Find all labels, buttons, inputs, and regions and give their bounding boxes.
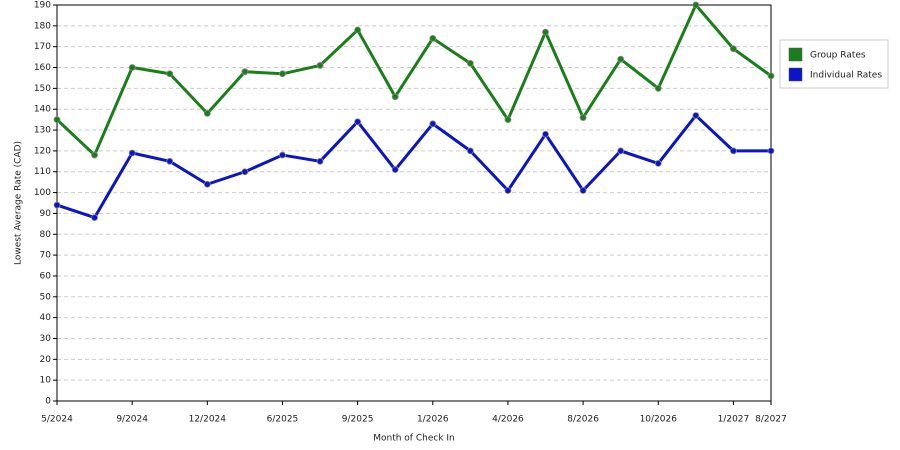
series-line bbox=[55, 3, 772, 157]
x-tick-label: 6/2025 bbox=[267, 415, 299, 425]
y-tick-label: 0 bbox=[45, 397, 51, 407]
data-point bbox=[391, 93, 399, 101]
y-tick-label: 20 bbox=[40, 355, 52, 365]
y-tick-label: 150 bbox=[34, 84, 51, 94]
y-tick-label: 40 bbox=[40, 313, 52, 323]
data-point bbox=[730, 147, 737, 155]
data-point bbox=[203, 109, 211, 117]
y-tick-label: 190 bbox=[34, 1, 51, 11]
y-tick-label: 130 bbox=[34, 126, 51, 136]
y-tick-label: 50 bbox=[40, 292, 52, 302]
x-tick-label: 5/2024 bbox=[41, 415, 73, 425]
series-line bbox=[56, 113, 771, 220]
y-tick-label: 30 bbox=[40, 334, 52, 344]
y-tick-label: 110 bbox=[34, 167, 51, 177]
plot-frame bbox=[56, 4, 772, 402]
data-point bbox=[466, 59, 474, 67]
data-point bbox=[354, 118, 362, 126]
y-tick-label: 170 bbox=[34, 42, 51, 52]
data-point bbox=[128, 149, 136, 157]
y-tick-label: 140 bbox=[34, 105, 51, 115]
data-point bbox=[354, 26, 362, 34]
x-axis-title: Month of Check In bbox=[373, 434, 455, 444]
x-tick-label: 8/2026 bbox=[567, 415, 599, 425]
y-tick-label: 60 bbox=[40, 271, 52, 281]
data-point bbox=[466, 147, 474, 155]
data-point bbox=[429, 34, 437, 42]
data-point bbox=[53, 201, 61, 209]
data-point bbox=[53, 116, 61, 124]
data-point bbox=[203, 180, 211, 188]
data-point bbox=[91, 214, 98, 221]
data-point bbox=[767, 72, 775, 80]
y-tick-label: 100 bbox=[34, 188, 51, 198]
data-point bbox=[316, 157, 324, 165]
legend-label: Individual Rates bbox=[810, 71, 882, 81]
data-point bbox=[730, 45, 737, 53]
y-tick-label: 120 bbox=[34, 146, 51, 156]
data-point bbox=[166, 70, 174, 78]
legend-label: Group Rates bbox=[810, 51, 866, 61]
data-point bbox=[504, 116, 512, 124]
data-point bbox=[767, 147, 775, 155]
data-point bbox=[166, 157, 174, 165]
y-tick-label: 90 bbox=[40, 209, 52, 219]
x-tick-label: 1/2027 bbox=[718, 415, 750, 425]
x-tick-label: 10/2026 bbox=[640, 415, 678, 425]
data-point bbox=[542, 28, 549, 36]
data-point bbox=[692, 112, 700, 119]
data-point bbox=[617, 55, 625, 63]
x-tick-label: 12/2024 bbox=[189, 415, 227, 425]
data-point bbox=[579, 114, 587, 121]
x-tick-label: 1/2026 bbox=[417, 415, 449, 425]
legend-swatch bbox=[788, 47, 803, 62]
legend-swatch bbox=[788, 67, 803, 82]
data-point bbox=[542, 130, 549, 138]
y-tick-label: 10 bbox=[40, 376, 52, 386]
data-point bbox=[241, 168, 249, 176]
x-tick-label: 4/2026 bbox=[492, 415, 524, 425]
data-point bbox=[617, 147, 625, 155]
y-axis-title: Lowest Average Rate (CAD) bbox=[14, 141, 24, 265]
data-point bbox=[579, 187, 587, 194]
data-point bbox=[279, 151, 286, 159]
data-point bbox=[91, 151, 98, 159]
data-point bbox=[504, 187, 512, 194]
data-point bbox=[391, 166, 399, 174]
data-point bbox=[316, 62, 324, 69]
data-point bbox=[279, 70, 286, 78]
data-point bbox=[241, 68, 249, 76]
data-point bbox=[429, 120, 437, 128]
data-point bbox=[128, 64, 136, 71]
data-point bbox=[654, 159, 662, 167]
data-point bbox=[654, 84, 662, 92]
y-tick-label: 160 bbox=[34, 63, 51, 73]
x-tick-label: 8/2027 bbox=[755, 415, 787, 425]
y-tick-label: 180 bbox=[34, 21, 51, 31]
x-tick-label: 9/2024 bbox=[116, 415, 148, 425]
data-point bbox=[692, 1, 700, 9]
y-tick-label: 80 bbox=[40, 230, 52, 240]
x-tick-label: 9/2025 bbox=[342, 415, 374, 425]
y-tick-label: 70 bbox=[40, 251, 52, 261]
